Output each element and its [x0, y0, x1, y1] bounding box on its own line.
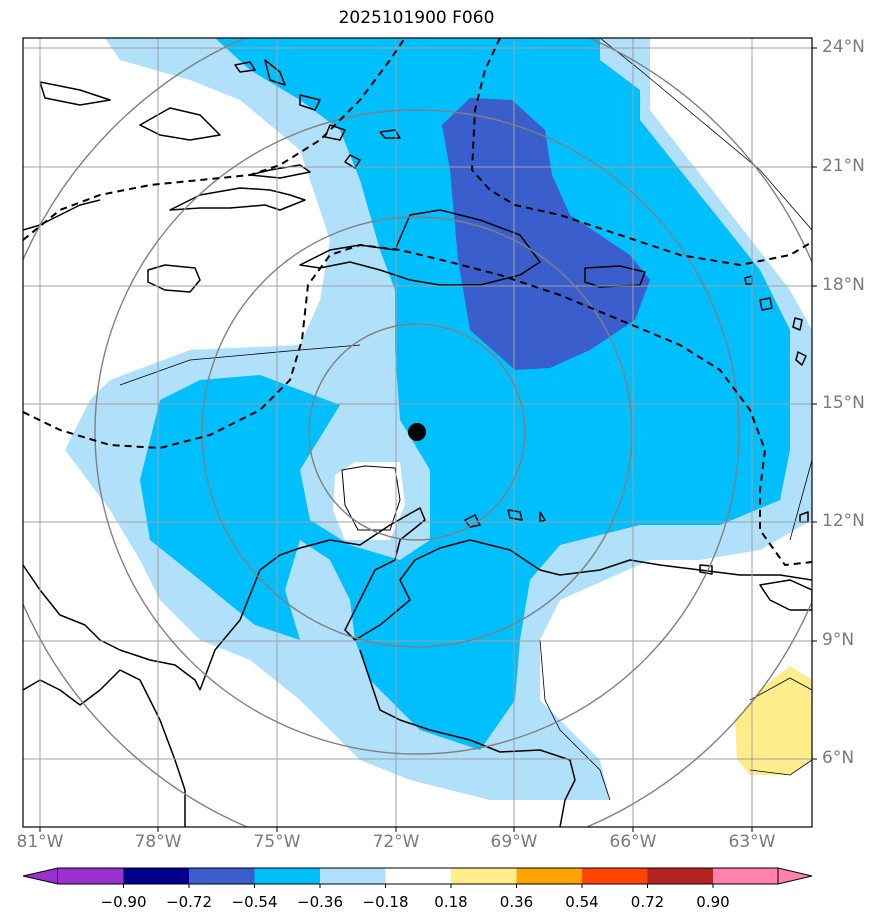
tick-marks [39, 47, 817, 832]
map-frame [22, 37, 813, 828]
colorbar-bin [58, 868, 124, 884]
graticule [23, 38, 812, 827]
colorbar-bin [189, 868, 255, 884]
colorbar-tick-label: −0.18 [362, 893, 409, 911]
lon-label-72w: 72°W [372, 832, 420, 852]
colorbar-bin [582, 868, 648, 884]
dashed-contours [23, 38, 812, 567]
lat-label-9n: 9°N [822, 630, 855, 650]
colorbar-tick-label: 0.18 [434, 893, 468, 911]
colorbar [22, 867, 813, 888]
colorbar-bin [451, 868, 517, 884]
colorbar-bin [22, 867, 59, 885]
lat-label-21n: 21°N [822, 156, 865, 176]
colorbar-tick-label: 0.90 [696, 893, 730, 911]
colorbar-bin [320, 868, 386, 884]
colorbar-tick-label: 0.54 [565, 893, 599, 911]
lat-label-24n: 24°N [822, 37, 865, 57]
storm-center-marker [408, 423, 426, 441]
colorbar-tick-label: −0.90 [100, 893, 147, 911]
colorbar-tick-label: 0.36 [499, 893, 534, 911]
shading-royal-blue [442, 98, 650, 370]
colorbar-tick-label: −0.54 [231, 893, 278, 911]
lat-label-12n: 12°N [822, 511, 865, 531]
borders [119, 38, 812, 801]
map-title: 2025101900 F060 [338, 8, 495, 28]
colorbar-tick-label: 0.72 [630, 893, 665, 911]
colorbar-bin [123, 868, 190, 884]
lat-label-15n: 15°N [822, 393, 865, 413]
colorbar-bin [713, 868, 778, 884]
lon-label-69w: 69°W [490, 832, 538, 852]
colorbar-tick-label: −0.36 [297, 893, 343, 911]
lat-label-6n: 6°N [822, 748, 855, 768]
map-content [23, 38, 812, 827]
lat-label-18n: 18°N [822, 275, 865, 295]
colorbar-bin [647, 868, 714, 884]
colorbar-bin [385, 868, 452, 884]
shading-deep-sky-blue [140, 38, 790, 750]
colorbar-tick-label: −0.72 [166, 893, 212, 911]
shading-white-hole [333, 462, 405, 540]
colorbar-bin [254, 868, 321, 884]
colorbar-bin [777, 867, 813, 885]
lon-label-78w: 78°W [134, 832, 182, 852]
lon-label-66w: 66°W [609, 832, 657, 852]
lon-label-75w: 75°W [253, 832, 301, 852]
shading-yellow [735, 666, 812, 775]
range-rings [23, 38, 812, 827]
lon-label-63w: 63°W [728, 832, 776, 852]
lon-label-81w: 81°W [16, 832, 64, 852]
colorbar-bin [516, 868, 583, 884]
